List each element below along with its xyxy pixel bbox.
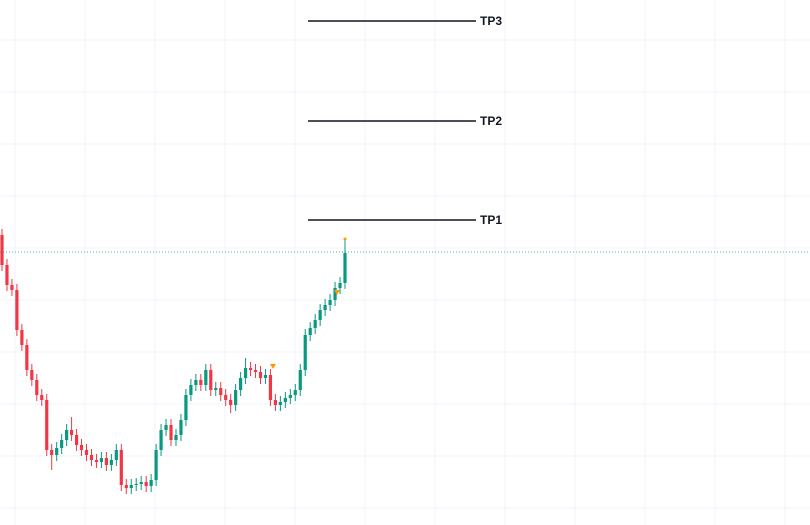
candle-body bbox=[273, 400, 278, 405]
target-label: TP3 bbox=[480, 14, 502, 28]
candle-body bbox=[50, 450, 54, 455]
candle-body bbox=[5, 265, 9, 285]
candle-body bbox=[79, 445, 84, 450]
candle-body bbox=[15, 290, 19, 330]
candle-body bbox=[308, 328, 312, 335]
candle-body bbox=[328, 300, 332, 305]
candle-body bbox=[318, 310, 322, 320]
candle-body bbox=[184, 395, 188, 420]
candle-body bbox=[154, 450, 158, 480]
candle-body bbox=[55, 448, 59, 455]
candle-body bbox=[60, 440, 64, 448]
candle-body bbox=[25, 345, 29, 370]
candle-body bbox=[204, 370, 208, 385]
candle-body bbox=[124, 485, 128, 488]
candle-body bbox=[109, 460, 113, 465]
candle-body bbox=[234, 390, 238, 405]
candle-body bbox=[278, 402, 282, 405]
candle-body bbox=[114, 450, 118, 460]
candle-body bbox=[119, 450, 123, 485]
target-label: TP1 bbox=[480, 213, 502, 227]
candle-body bbox=[94, 460, 99, 462]
candle-body bbox=[253, 370, 258, 372]
candle-body bbox=[313, 320, 317, 328]
candle-body bbox=[298, 370, 302, 390]
candle-body bbox=[45, 400, 49, 450]
candle-body bbox=[283, 398, 287, 402]
candle-body bbox=[338, 283, 342, 288]
candle-body bbox=[0, 235, 4, 265]
signal-dot bbox=[343, 237, 347, 241]
candle-body bbox=[144, 482, 148, 486]
candle-body bbox=[239, 378, 243, 390]
candle-body bbox=[20, 330, 24, 345]
target-label: TP2 bbox=[480, 114, 502, 128]
candle-body bbox=[248, 368, 253, 370]
candle-body bbox=[323, 305, 327, 310]
candle-body bbox=[40, 395, 44, 400]
candle-body bbox=[35, 380, 39, 395]
candles bbox=[0, 229, 347, 494]
candle-body bbox=[343, 253, 347, 283]
candle-body bbox=[214, 388, 218, 390]
candle-body bbox=[229, 400, 233, 405]
candle-body bbox=[179, 420, 183, 435]
candle-body bbox=[263, 375, 268, 378]
candle-body bbox=[209, 370, 213, 390]
candle-body bbox=[30, 370, 34, 380]
candle-body bbox=[159, 430, 163, 450]
candle-body bbox=[74, 435, 79, 445]
candle-body bbox=[69, 430, 74, 435]
candle-body bbox=[293, 390, 297, 395]
candle-body bbox=[104, 458, 108, 465]
candle-body bbox=[84, 450, 89, 455]
candle-body bbox=[258, 372, 263, 378]
candle-body bbox=[303, 335, 307, 370]
candle-body bbox=[189, 385, 193, 395]
candle-body bbox=[164, 425, 168, 430]
candle-body bbox=[65, 430, 69, 440]
signal-marker bbox=[270, 364, 276, 369]
candle-body bbox=[174, 435, 178, 440]
candle-body bbox=[288, 395, 292, 398]
candle-body bbox=[199, 380, 203, 385]
candle-body bbox=[224, 395, 228, 400]
candle-body bbox=[129, 485, 133, 488]
candle-body bbox=[134, 484, 138, 485]
candle-body bbox=[268, 375, 273, 400]
candle-body bbox=[219, 388, 223, 395]
candle-body bbox=[139, 482, 143, 484]
candle-body bbox=[99, 458, 104, 462]
candle-body bbox=[333, 288, 337, 300]
candle-body bbox=[194, 380, 198, 385]
candle-body bbox=[243, 368, 248, 378]
candle-body bbox=[10, 285, 14, 290]
signal-marker bbox=[334, 290, 340, 295]
candle-body bbox=[169, 425, 173, 440]
candle-body bbox=[89, 455, 94, 460]
candle-body bbox=[149, 480, 153, 486]
